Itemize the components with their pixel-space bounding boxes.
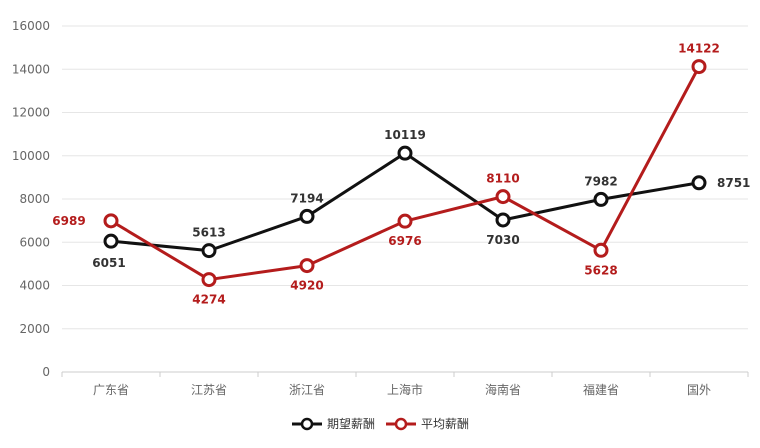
data-label-s2: 8110: [486, 172, 519, 186]
data-label-s2: 4274: [192, 293, 225, 307]
data-label-s1: 7982: [584, 174, 617, 188]
legend-marker-2: [394, 417, 408, 431]
data-label-s1: 7194: [290, 191, 323, 205]
data-label-s2: 5628: [584, 263, 617, 277]
grid-lines: [62, 25, 748, 373]
data-point-s2: [593, 242, 609, 258]
data-point-s1: [103, 233, 119, 249]
data-point-s2: [691, 59, 707, 75]
data-label-s2: 4920: [290, 279, 323, 293]
data-point-s2: [397, 213, 413, 229]
y-axis: 0 2000 4000 6000 8000 10000 12000 14000 16000: [12, 19, 50, 379]
data-point-s2: [495, 189, 511, 205]
legend-label-1: 期望薪酬: [327, 417, 375, 431]
data-label-s1: 5613: [192, 226, 225, 240]
data-label-s2: 6989: [52, 214, 85, 228]
y-tick-label: 4000: [19, 279, 50, 293]
x-tick-label: 广东省: [93, 383, 129, 397]
data-labels: 6051 5613 7194 10119 7030 7982 8751 6989 4274 492…: [52, 42, 750, 307]
data-label-s2: 14122: [678, 42, 720, 56]
data-label-s1: 6051: [92, 256, 125, 270]
data-point-s2: [299, 258, 315, 274]
x-tick-label: 海南省: [485, 382, 521, 397]
y-tick-label: 16000: [12, 19, 50, 33]
x-axis: 广东省 江苏省 浙江省 上海市 海南省 福建省 国外: [61, 372, 749, 397]
y-tick-label: 8000: [19, 192, 50, 206]
legend-label-2: 平均薪酬: [421, 417, 469, 431]
data-label-s1: 10119: [384, 128, 426, 142]
y-tick-label: 10000: [12, 149, 50, 163]
legend-marker-1: [300, 417, 314, 431]
y-tick-label: 2000: [19, 322, 50, 336]
x-tick-label: 福建省: [583, 382, 619, 397]
data-label-s1: 8751: [717, 176, 750, 190]
x-tick-label: 国外: [687, 383, 711, 397]
data-point-s1: [593, 191, 609, 207]
x-tick-label: 江苏省: [191, 383, 227, 397]
x-tick-label: 上海市: [387, 382, 423, 397]
legend[interactable]: 期望薪酬 平均薪酬: [292, 417, 469, 431]
data-point-s1: [397, 145, 413, 161]
data-label-s1: 7030: [486, 233, 519, 247]
series-group: [103, 59, 707, 288]
y-tick-label: 12000: [12, 106, 50, 120]
data-point-s2: [103, 213, 119, 229]
data-point-s1: [495, 212, 511, 228]
x-tick-label: 浙江省: [289, 383, 325, 397]
data-point-s1: [299, 208, 315, 224]
y-tick-label: 14000: [12, 62, 50, 76]
data-point-s1: [691, 175, 707, 191]
y-tick-label: 6000: [19, 235, 50, 249]
y-tick-label: 0: [42, 365, 50, 379]
data-point-s2: [201, 272, 217, 288]
data-point-s1: [201, 243, 217, 259]
data-label-s2: 6976: [388, 234, 421, 248]
